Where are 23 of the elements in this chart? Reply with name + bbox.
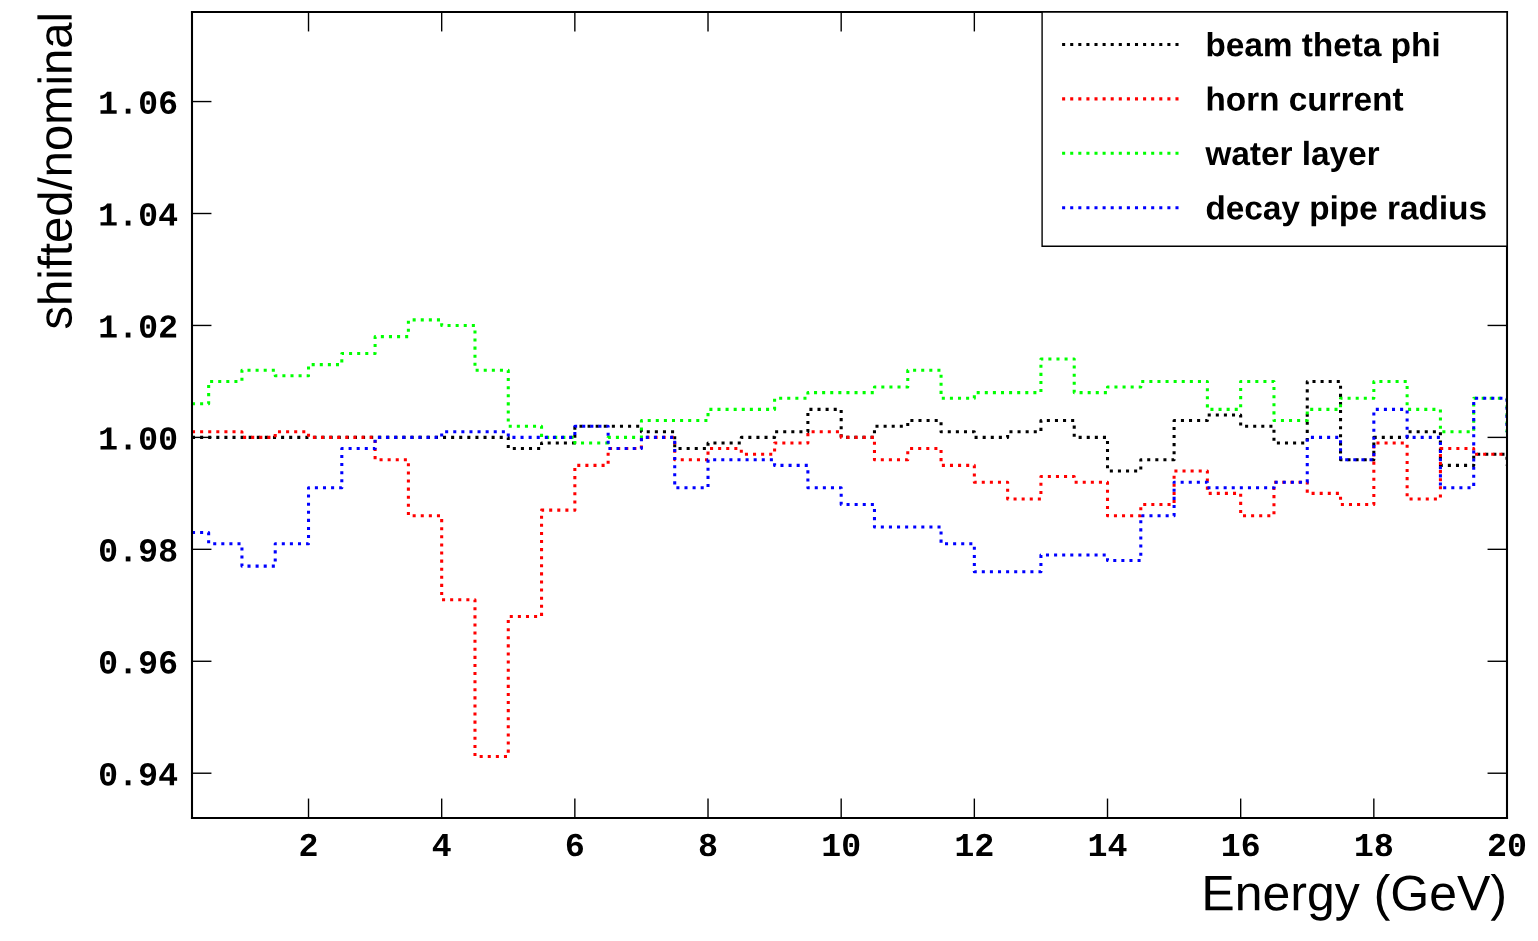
- x-tick-label: 8: [699, 833, 717, 857]
- x-tick-label: 10: [823, 833, 860, 857]
- x-axis-title: Energy (GeV): [1205, 874, 1504, 921]
- x-tick-label: 12: [956, 833, 993, 857]
- y-tick-label: 1.00: [100, 427, 177, 450]
- y-tick-label: 0.94: [100, 763, 178, 786]
- y-axis-title: shifted/nominal: [37, 15, 73, 329]
- y-tick-label: 0.98: [100, 539, 177, 562]
- legend-label: beam theta phi: [1207, 32, 1439, 64]
- legend-label: water layer: [1205, 140, 1380, 172]
- y-tick-label: 1.02: [100, 315, 177, 338]
- x-tick-label: 2: [300, 833, 317, 857]
- x-tick-label: 4: [432, 834, 451, 857]
- x-tick-label: 6: [566, 833, 583, 857]
- y-tick-label: 1.04: [100, 203, 178, 226]
- x-tick-label: 16: [1222, 833, 1259, 857]
- legend-label: horn current: [1207, 86, 1404, 111]
- x-tick-label: 20: [1488, 833, 1526, 857]
- y-tick-label: 0.96: [100, 651, 177, 674]
- y-tick-label: 1.06: [100, 91, 177, 114]
- x-tick-label: 14: [1089, 834, 1127, 857]
- x-tick-label: 18: [1356, 833, 1393, 857]
- legend-label: decay pipe radius: [1206, 195, 1486, 227]
